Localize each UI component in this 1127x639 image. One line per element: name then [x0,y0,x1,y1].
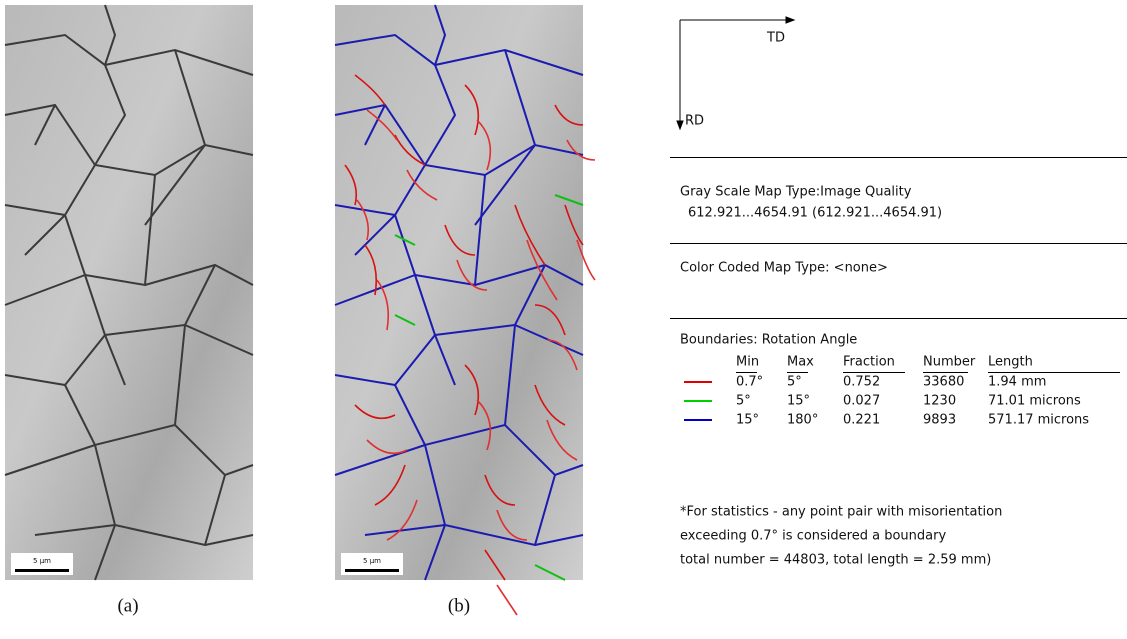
caption: (b) [448,595,470,616]
table-cell: 9893 [923,413,956,428]
table-cell: 15° [787,394,810,409]
color-coded: Color Coded Map Type: <none> [680,261,888,276]
micrograph-a: 5 µm [5,5,253,580]
table-cell: 0.7° [736,375,763,390]
table-cell: 71.01 microns [988,394,1081,409]
table-cell: 5° [787,375,802,390]
column-header: Number [923,355,976,370]
scale-bar-label: 5 µm [363,557,381,565]
column-header: Max [787,355,814,370]
axis-label: RD [685,114,704,129]
separators [670,158,1127,319]
micrograph-b: 5 µm [335,5,595,615]
table-cell: 33680 [923,375,964,390]
table-cell: 0.027 [843,394,880,409]
table-cell: 5° [736,394,751,409]
gray-scale-title: Gray Scale Map Type:Image Quality [680,185,912,200]
footnote-line: total number = 44803, total length = 2.5… [680,553,991,568]
gray-scale-range: 612.921...4654.91 (612.921...4654.91) [688,206,942,221]
footnote: *For statistics - any point pair with mi… [680,505,1002,568]
caption: (a) [117,595,138,616]
table-cell: 180° [787,413,818,428]
column-header: Length [988,355,1033,370]
axis-label: TD [766,31,785,46]
column-header: Fraction [843,355,895,370]
scale-bar-label: 5 µm [33,557,51,565]
footnote-line: exceeding 0.7° is considered a boundary [680,529,946,544]
table-cell: 0.752 [843,375,880,390]
table-cell: 1.94 mm [988,375,1046,390]
table-cell: 1230 [923,394,956,409]
boundaries-title: Boundaries: Rotation Angle [680,333,857,348]
table-cell: 15° [736,413,759,428]
boundary-table: Min Max Fraction Number Length 0.7° 5° 0.752 336… [684,355,1120,428]
table-cell: 0.221 [843,413,880,428]
column-header: Min [736,355,759,370]
footnote-line: *For statistics - any point pair with mi… [680,505,1002,520]
page: 5 µm 5 µm (a) (b) TD RD Gray Scale Map T… [0,0,1127,639]
figure: 5 µm 5 µm (a) (b) TD RD Gray Scale Map T… [0,0,1127,639]
table-cell: 571.17 microns [988,413,1089,428]
